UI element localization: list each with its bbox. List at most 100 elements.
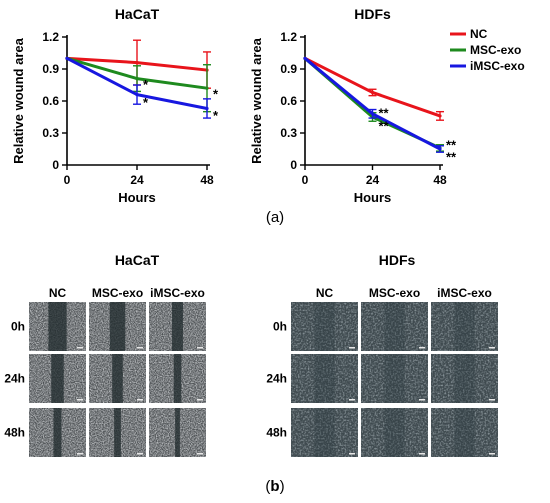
scale-bar — [197, 453, 203, 455]
y-tick-label: 1.2 — [42, 30, 59, 44]
chart-title: HaCaT — [115, 6, 160, 22]
micrograph-texture — [291, 408, 358, 457]
wound-gap — [454, 408, 475, 457]
y-tick-label: 0.6 — [280, 94, 297, 108]
y-axis-label: Relative wound area — [249, 37, 264, 163]
y-tick-label: 0.6 — [42, 94, 59, 108]
x-tick-label: 48 — [200, 173, 214, 187]
wound-gap — [53, 408, 62, 457]
wound-gap — [114, 408, 121, 457]
micrograph-image — [291, 354, 358, 403]
data-point — [303, 56, 307, 60]
scale-bar — [137, 399, 143, 401]
row-header: 48h — [4, 426, 25, 440]
column-header: iMSC-exo — [150, 286, 205, 300]
wound-gap — [51, 354, 64, 403]
micrograph-image — [291, 408, 358, 457]
wound-gap — [172, 302, 183, 351]
hdfs-micrograph-grid: HDFs NC MSC-exo iMSC-exo 0h 24h 48h — [266, 252, 498, 457]
significance-label: * — [213, 108, 219, 123]
x-tick-label: 24 — [366, 173, 380, 187]
scale-bar — [197, 399, 203, 401]
micrograph-texture — [431, 354, 498, 403]
significance-label: * — [213, 86, 219, 101]
wound-gap — [173, 354, 182, 403]
row-header: 0h — [11, 320, 25, 334]
significance-label: ** — [446, 138, 457, 153]
micrograph-image — [361, 408, 428, 457]
scale-bar — [489, 347, 495, 349]
column-header: NC — [316, 286, 334, 300]
wound-gap — [384, 302, 405, 351]
wound-gap — [314, 354, 335, 403]
y-axis-label: Relative wound area — [11, 37, 26, 163]
scale-bar — [197, 347, 203, 349]
wound-gap — [454, 302, 475, 351]
scale-bar — [419, 347, 425, 349]
micrograph-texture — [361, 408, 428, 457]
legend-entry: NC — [470, 27, 488, 41]
wound-gap — [454, 354, 475, 403]
micrograph-image — [29, 354, 86, 403]
panel-a-caption: (a) — [266, 209, 284, 226]
chart-title: HDFs — [354, 6, 391, 22]
micrograph-image — [149, 354, 206, 403]
row-header: 0h — [273, 320, 287, 334]
hacat-micrograph-grid: HaCaT NC MSC-exo iMSC-exo 0h 24h 48h — [4, 252, 206, 457]
significance-label: ** — [379, 106, 390, 121]
micrograph-image — [89, 302, 146, 351]
wound-gap — [175, 408, 180, 457]
y-tick-label: 0.9 — [280, 62, 297, 76]
scale-bar — [419, 399, 425, 401]
row-header: 48h — [266, 426, 287, 440]
micrograph-image — [431, 354, 498, 403]
micrograph-texture — [431, 408, 498, 457]
x-tick-label: 24 — [130, 173, 144, 187]
column-header: iMSC-exo — [437, 286, 492, 300]
significance-label: ** — [379, 118, 390, 133]
scale-bar — [77, 347, 83, 349]
wound-gap — [384, 408, 405, 457]
micrograph-image — [89, 354, 146, 403]
row-header: 24h — [266, 372, 287, 386]
scale-bar — [349, 399, 355, 401]
wound-gap — [314, 408, 335, 457]
micrograph-texture — [291, 302, 358, 351]
y-tick-label: 0.3 — [280, 126, 297, 140]
x-axis-label: Hours — [118, 190, 156, 205]
significance-label: * — [143, 77, 149, 92]
wound-gap — [314, 302, 335, 351]
micrograph-image — [149, 408, 206, 457]
micrograph-image — [431, 302, 498, 351]
scale-bar — [137, 453, 143, 455]
x-axis-label: Hours — [354, 190, 392, 205]
series-line — [304, 57, 441, 151]
series-line — [304, 56, 441, 118]
significance-label: ** — [446, 149, 457, 164]
hacat-line-chart: HaCaT 0 0.3 0.6 0.9 1.2 0 24 48 Hours Relative wou… — [11, 6, 219, 205]
micrograph-image — [29, 408, 86, 457]
wound-gap — [384, 354, 405, 403]
data-point — [65, 56, 69, 60]
micrograph-image — [89, 408, 146, 457]
column-header: NC — [49, 286, 67, 300]
legend-entry: iMSC-exo — [470, 59, 525, 73]
y-tick-label: 0 — [290, 158, 297, 172]
scale-bar — [137, 347, 143, 349]
scale-bar — [349, 347, 355, 349]
wound-gap — [48, 302, 67, 351]
micrograph-texture — [361, 354, 428, 403]
y-tick-label: 0 — [52, 158, 59, 172]
row-header: 24h — [4, 372, 25, 386]
scale-bar — [77, 399, 83, 401]
scale-bar — [419, 453, 425, 455]
series-line — [304, 57, 441, 150]
scale-bar — [349, 453, 355, 455]
y-tick-label: 1.2 — [280, 30, 297, 44]
wound-gap — [109, 302, 126, 351]
micrograph-texture — [291, 354, 358, 403]
column-header: MSC-exo — [369, 286, 420, 300]
x-tick-label: 0 — [64, 173, 71, 187]
micrograph-texture — [361, 302, 428, 351]
